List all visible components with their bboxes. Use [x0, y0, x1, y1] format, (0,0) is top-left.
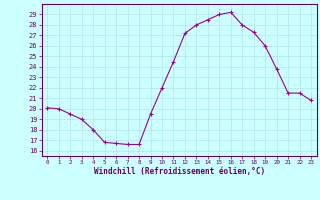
X-axis label: Windchill (Refroidissement éolien,°C): Windchill (Refroidissement éolien,°C): [94, 167, 265, 176]
